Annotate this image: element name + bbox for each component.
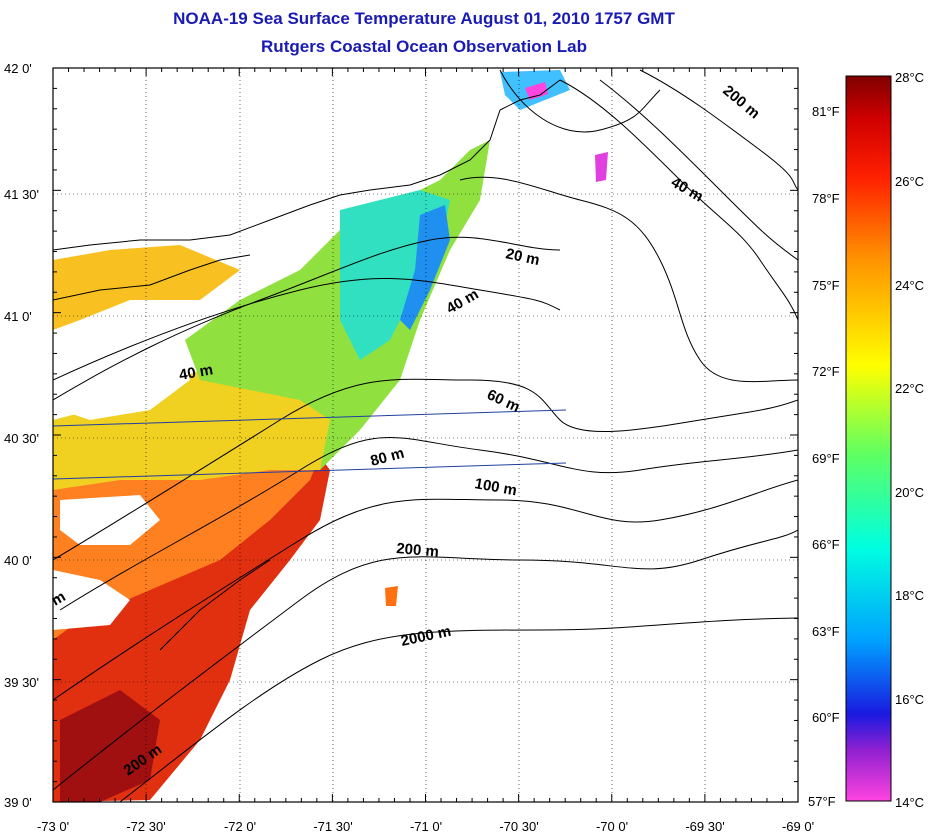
isobath-label: 80 m <box>369 445 406 470</box>
isobath-label: 20 m <box>504 245 541 269</box>
bathymetry-contours <box>53 69 798 802</box>
colorbar-f-label: 72°F <box>812 364 840 379</box>
isobath-label: 40 m <box>444 286 482 318</box>
colorbar <box>845 75 892 802</box>
colorbar-f-label: 63°F <box>812 624 840 639</box>
colorbar-c-label: 20°C <box>895 485 924 500</box>
lat-label: 41 0' <box>4 309 32 324</box>
map-title: NOAA-19 Sea Surface Temperature August 0… <box>173 9 675 28</box>
map-subtitle: Rutgers Coastal Ocean Observation Lab <box>261 37 587 56</box>
sst-image-layer <box>53 70 608 802</box>
sst-nearshore-region <box>53 245 240 330</box>
lon-label: -69 30' <box>685 819 724 834</box>
lon-label: -70 0' <box>596 819 628 834</box>
sst-blue-edge <box>400 205 450 330</box>
lon-label: -71 30' <box>313 819 352 834</box>
lat-label: 42 0' <box>4 61 32 76</box>
colorbar-f-label: 60°F <box>812 710 840 725</box>
transect-lines <box>53 409 567 480</box>
colorbar-f-label: 75°F <box>812 278 840 293</box>
isobath-label: 100 m <box>473 475 518 499</box>
sst-capecod-pink <box>525 82 548 100</box>
colorbar-celsius-labels: 28°C 26°C 24°C 22°C 20°C 18°C 16°C 14°C <box>895 70 924 810</box>
graticule <box>53 68 798 802</box>
lon-label: -70 30' <box>499 819 538 834</box>
lon-label: -73 0' <box>37 819 69 834</box>
colorbar-c-label: 24°C <box>895 278 924 293</box>
sst-orange-spot <box>385 586 398 606</box>
isobath-label: 200 m <box>396 540 440 561</box>
lat-label: 39 0' <box>4 795 32 810</box>
sst-pink-spot <box>595 152 608 182</box>
cloud-gap <box>60 350 190 420</box>
sst-hot-darkred-region <box>60 690 160 802</box>
lat-label: 40 30' <box>4 431 39 446</box>
isobath-label: 40 m <box>668 174 706 206</box>
lon-label: -71 0' <box>410 819 442 834</box>
lat-label: 39 30' <box>4 675 39 690</box>
latitude-labels: 42 0' 41 30' 41 0' 40 30' 40 0' 39 30' 3… <box>4 61 39 810</box>
coastline <box>53 79 561 651</box>
lon-label: -72 30' <box>126 819 165 834</box>
map-ticks <box>52 67 799 803</box>
isobath-label: 40 m <box>178 361 215 384</box>
isobath-label: 2000 m <box>399 623 452 650</box>
cloud-gap <box>60 495 160 545</box>
lon-label: -72 0' <box>224 819 256 834</box>
colorbar-c-label: 28°C <box>895 70 924 85</box>
colorbar-c-label: 14°C <box>895 795 924 810</box>
colorbar-c-label: 22°C <box>895 381 924 396</box>
lat-label: 41 30' <box>4 187 39 202</box>
colorbar-c-label: 26°C <box>895 174 924 189</box>
colorbar-fahrenheit-labels: 81°F 78°F 75°F 72°F 69°F 66°F 63°F 60°F … <box>808 104 840 809</box>
lon-label: -69 0' <box>782 819 814 834</box>
colorbar-c-label: 18°C <box>895 588 924 603</box>
isobath-label: 200 m <box>719 82 763 122</box>
colorbar-f-label: 81°F <box>812 104 840 119</box>
colorbar-f-label: 57°F <box>808 794 836 809</box>
longitude-labels: -73 0' -72 30' -72 0' -71 30' -71 0' -70… <box>37 819 814 834</box>
colorbar-f-label: 78°F <box>812 191 840 206</box>
lat-label: 40 0' <box>4 553 32 568</box>
cloud-gap <box>53 570 130 630</box>
colorbar-f-label: 66°F <box>812 537 840 552</box>
colorbar-f-label: 69°F <box>812 451 840 466</box>
colorbar-c-label: 16°C <box>895 692 924 707</box>
